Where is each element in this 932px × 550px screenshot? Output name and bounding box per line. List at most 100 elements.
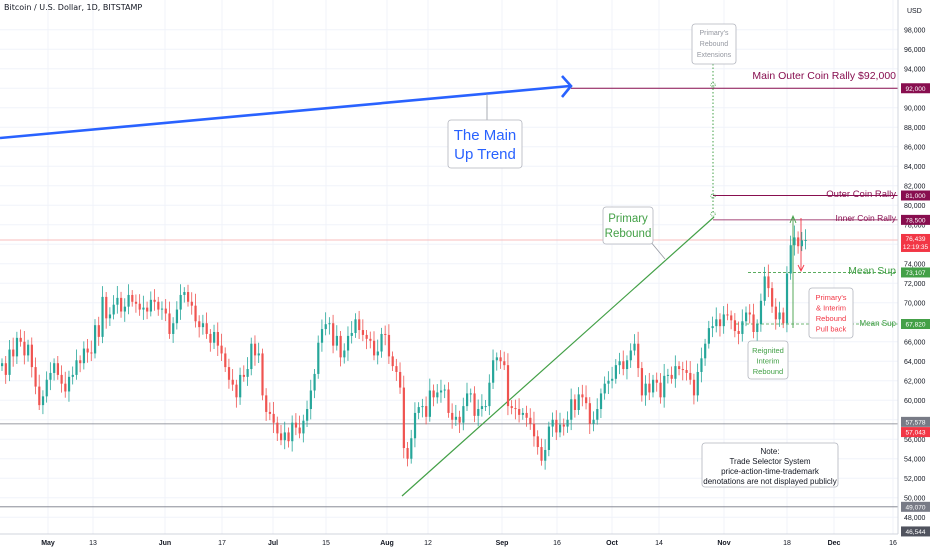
- candle-body: [648, 383, 651, 393]
- primary-rebound-text: Primary: [608, 213, 648, 225]
- x-tick-label: Jun: [159, 540, 171, 547]
- candle-body: [581, 394, 584, 398]
- candle-body: [473, 393, 476, 416]
- candle-body: [443, 389, 446, 391]
- candle-body: [332, 323, 335, 346]
- candle-body: [190, 301, 193, 306]
- candle-body: [205, 323, 208, 334]
- price-label-text: 78,500: [906, 217, 926, 224]
- mean-sup-label-1: Mean Sup: [848, 265, 896, 277]
- candle-body: [707, 328, 710, 344]
- candle-body: [75, 360, 78, 375]
- candle-body: [625, 360, 629, 370]
- candle-body: [652, 379, 655, 393]
- candle-body: [800, 240, 803, 247]
- candle-body: [280, 433, 283, 441]
- candle-body: [346, 335, 350, 351]
- candle-body: [715, 319, 718, 327]
- candle-body: [306, 409, 309, 421]
- candle-body: [718, 319, 722, 327]
- candle-body: [294, 422, 298, 428]
- rebound-extensions-callout: [691, 23, 737, 65]
- candles: [1, 225, 807, 470]
- candle-body: [224, 353, 227, 368]
- price-labels: 92,000 81,000 78,500 73,107 67,820 57,578 57,0…: [901, 83, 930, 537]
- candle-body: [633, 343, 636, 351]
- price-label-tag: [901, 526, 930, 537]
- y-tick-label: 80,000: [904, 203, 926, 210]
- candle-body: [402, 387, 405, 449]
- time-axis[interactable]: May 13 Jun 17 Jul 15 Aug 12 Sep 16 Oct 14 Nov 18 Dec 16: [41, 540, 897, 547]
- candle-body: [532, 423, 536, 437]
- candle-body: [432, 390, 435, 398]
- x-tick-label: 14: [655, 540, 663, 547]
- candle-body: [413, 412, 417, 439]
- candle-body: [198, 321, 201, 328]
- candle-body: [789, 245, 792, 274]
- candle-body: [309, 390, 312, 410]
- candle-body: [603, 383, 606, 394]
- candle-body: [510, 406, 513, 409]
- candle-body: [607, 380, 610, 384]
- candle-body: [49, 372, 52, 380]
- candle-body: [354, 319, 357, 333]
- candle-body: [343, 350, 346, 358]
- candle-body: [291, 422, 294, 442]
- candle-body: [782, 312, 785, 324]
- candle-body: [324, 324, 327, 330]
- candle-body: [120, 297, 123, 312]
- reignited-text: Reignited: [752, 346, 784, 355]
- chart-lines: [0, 57, 898, 508]
- candle-body: [730, 315, 733, 321]
- candle-body: [555, 419, 558, 433]
- candle-body: [287, 432, 290, 442]
- candle-body: [239, 374, 242, 398]
- candle-body: [53, 363, 56, 373]
- candle-body: [213, 332, 216, 343]
- candle-body: [611, 378, 614, 381]
- candle-body: [30, 344, 33, 368]
- main-trend-text: Up Trend: [454, 146, 516, 163]
- price-label-tag: [901, 83, 930, 94]
- candle-body: [220, 345, 223, 354]
- candle-body: [585, 397, 588, 404]
- x-tick-label: Nov: [717, 540, 730, 547]
- y-tick-label: 70,000: [904, 300, 926, 307]
- main-trend-line: [0, 84, 571, 140]
- candle-body: [477, 409, 480, 416]
- primary-rebound-line: [401, 216, 715, 497]
- candle-body: [361, 330, 365, 335]
- candle-body: [681, 369, 684, 371]
- candle-body: [756, 324, 759, 332]
- x-tick-label: 18: [783, 540, 791, 547]
- candle-body: [339, 335, 342, 358]
- candle-body: [689, 372, 692, 380]
- candle-body: [127, 294, 130, 307]
- candle-body: [417, 407, 420, 413]
- candle-body: [458, 416, 461, 423]
- y-tick-label: 60,000: [904, 398, 926, 405]
- x-tick-label: Sep: [496, 540, 509, 547]
- candle-body: [64, 383, 67, 392]
- candle-body: [23, 341, 26, 356]
- y-tick-label: 84,000: [904, 164, 926, 171]
- candle-body: [302, 420, 305, 434]
- y-tick-label: 64,000: [904, 359, 926, 366]
- y-tick-label: 54,000: [904, 456, 926, 463]
- candle-body: [257, 353, 260, 356]
- x-tick-label: Oct: [606, 540, 618, 547]
- main-trend-arrowhead: [560, 75, 573, 98]
- candle-body: [544, 449, 547, 461]
- x-tick-label: Jul: [268, 540, 278, 547]
- candle-body: [722, 314, 725, 327]
- primary-rebound-callout: [602, 206, 654, 245]
- candle-body: [559, 424, 562, 433]
- candle-body: [763, 276, 766, 301]
- candle-body: [15, 337, 19, 357]
- candle-body: [737, 331, 740, 334]
- candle-body: [640, 368, 644, 396]
- primary-rebound-text: Rebound: [605, 228, 652, 240]
- candle-body: [201, 323, 205, 328]
- candle-body: [265, 395, 268, 412]
